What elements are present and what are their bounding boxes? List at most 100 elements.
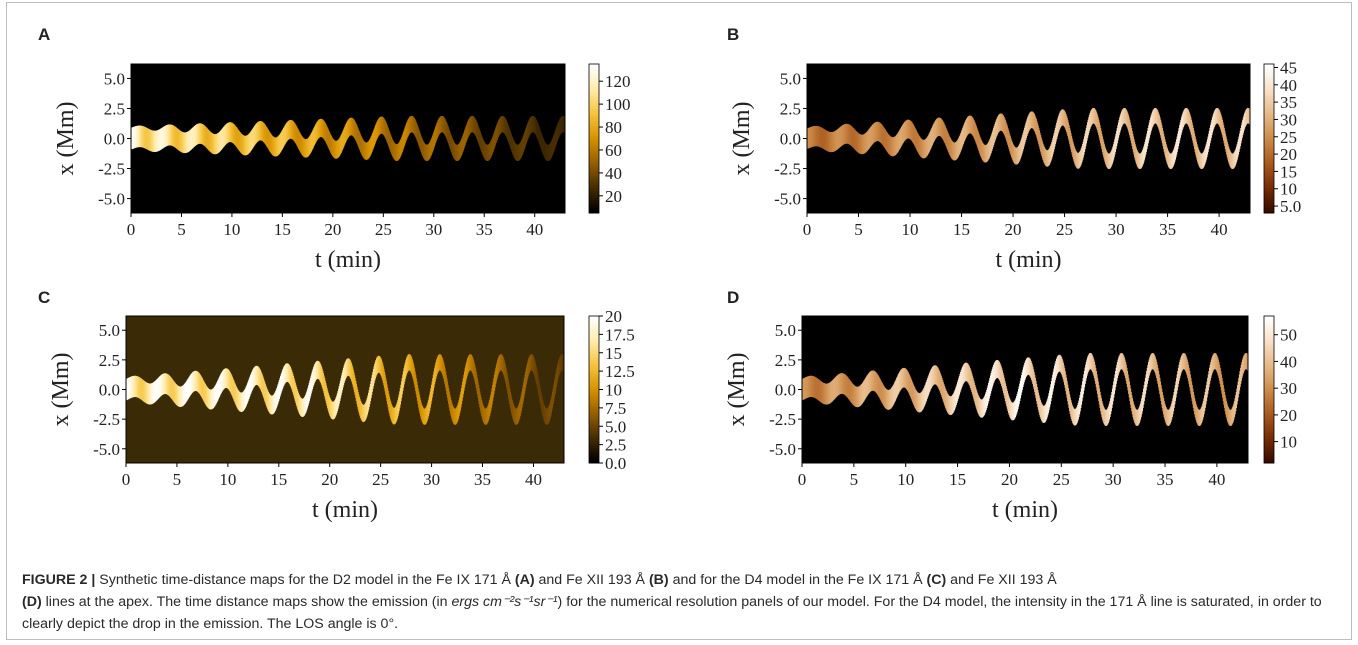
heatmap-strip	[1066, 115, 1068, 132]
heatmap-strip	[1103, 144, 1105, 160]
colorbar-segment	[1264, 73, 1274, 77]
heatmap-strip	[1092, 107, 1094, 124]
colorbar-segment	[589, 116, 599, 120]
heatmap-strip	[853, 385, 855, 406]
heatmap-strip	[892, 137, 894, 157]
heatmap-strip	[1046, 150, 1048, 167]
colorbar-segment	[1264, 76, 1274, 80]
heatmap-strip	[1179, 359, 1181, 376]
colorbar-segment	[1264, 203, 1274, 207]
heatmap-strip	[881, 381, 883, 402]
heatmap-strip	[854, 385, 856, 407]
heatmap-strip	[229, 372, 232, 393]
heatmap-strip	[1052, 374, 1054, 392]
heatmap-strip	[1190, 377, 1192, 394]
heatmap-strip	[511, 397, 513, 414]
heatmap-strip	[363, 404, 365, 422]
heatmap-strip	[397, 399, 399, 417]
heatmap-strip	[1195, 403, 1197, 420]
heatmap-strip	[1090, 353, 1092, 370]
colorbar-segment	[589, 140, 599, 144]
heatmap-strip	[383, 371, 386, 389]
heatmap-strip	[938, 369, 940, 389]
heatmap-strip	[965, 120, 967, 138]
heatmap-strip	[151, 383, 153, 405]
heatmap-strip	[353, 375, 356, 393]
heatmap-strip	[1141, 395, 1144, 412]
heatmap-strip	[237, 129, 239, 150]
heatmap-strip	[522, 388, 524, 405]
heatmap-strip	[558, 120, 560, 137]
heatmap-strip	[463, 374, 465, 391]
heatmap-strip	[1004, 380, 1006, 399]
heatmap-strip	[960, 371, 962, 391]
heatmap-strip	[1191, 122, 1193, 138]
heatmap-strip	[935, 119, 937, 138]
heatmap-strip	[1096, 115, 1099, 131]
heatmap-strip	[219, 131, 221, 152]
heatmap-strip	[1229, 409, 1231, 426]
heatmap-strip	[150, 383, 152, 405]
heatmap-strip	[1067, 387, 1069, 405]
heatmap-strip	[487, 404, 490, 421]
heatmap-strip	[309, 380, 311, 399]
heatmap-strip	[239, 391, 241, 412]
heatmap-strip	[1214, 109, 1217, 125]
heatmap-strip	[370, 381, 372, 398]
heatmap-strip	[1238, 377, 1240, 394]
heatmap-strip	[187, 131, 190, 152]
colorbar-segment	[589, 377, 599, 381]
heatmap-strip	[1149, 355, 1152, 372]
heatmap-strip	[842, 125, 844, 145]
heatmap-strip	[359, 134, 362, 152]
heatmap-strip	[403, 368, 405, 385]
heatmap-strip	[529, 355, 531, 372]
heatmap-strip	[166, 125, 168, 147]
heatmap-strip	[1052, 371, 1055, 389]
heatmap-strip	[1245, 353, 1247, 370]
heatmap-strip	[401, 381, 403, 398]
heatmap-strip	[950, 396, 952, 415]
heatmap-strip	[1046, 400, 1048, 418]
colorbar-segment	[1264, 195, 1274, 199]
heatmap-strip	[1040, 403, 1043, 421]
heatmap-strip	[208, 388, 210, 409]
heatmap-strip	[330, 399, 332, 418]
heatmap-strip	[1147, 364, 1149, 381]
heatmap-strip	[1171, 400, 1173, 417]
colorbar-segment	[1264, 163, 1274, 167]
heatmap-strip	[485, 144, 488, 161]
heatmap-strip	[482, 404, 484, 421]
heatmap-strip	[905, 369, 908, 390]
heatmap-strip	[555, 374, 557, 391]
heatmap-strip	[1207, 377, 1209, 394]
heatmap-strip	[836, 375, 838, 397]
colorbar-segment	[1264, 145, 1274, 149]
heatmap-strip	[491, 388, 493, 405]
heatmap-strip	[410, 116, 412, 133]
heatmap-strip	[317, 360, 319, 379]
heatmap-strip	[882, 384, 884, 405]
heatmap-strip	[1215, 353, 1217, 370]
heatmap-strip	[1113, 381, 1115, 398]
heatmap-strip	[823, 128, 825, 149]
heatmap-strip	[517, 407, 519, 424]
heatmap-strip	[1099, 391, 1101, 408]
heatmap-strip	[559, 118, 561, 135]
heatmap-strip	[250, 131, 252, 151]
heatmap-strip	[189, 129, 191, 151]
heatmap-strip	[1132, 400, 1134, 417]
heatmap-strip	[1200, 408, 1202, 425]
heatmap-strip	[231, 376, 233, 397]
heatmap-strip	[866, 131, 869, 151]
heatmap-strip	[981, 142, 984, 160]
heatmap-strip	[822, 128, 824, 149]
heatmap-strip	[1011, 402, 1013, 421]
heatmap-strip	[1102, 139, 1104, 155]
heatmap-strip	[397, 397, 400, 414]
heatmap-strip	[337, 139, 339, 158]
heatmap-strip	[1132, 136, 1134, 152]
heatmap-strip	[127, 378, 129, 400]
x-tick-label: 25	[372, 470, 389, 489]
heatmap-strip	[1024, 361, 1027, 379]
